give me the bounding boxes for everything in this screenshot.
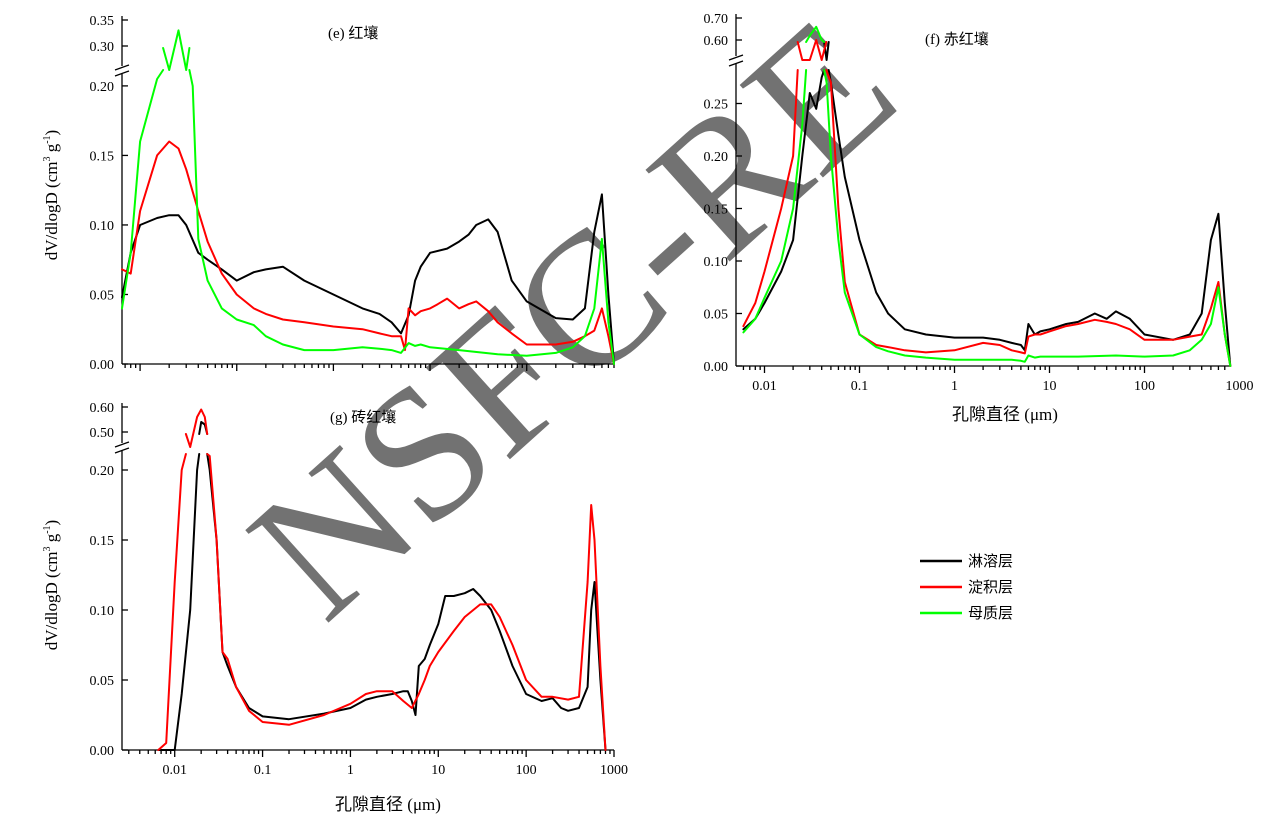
legend-label-leaching: 淋溶层 bbox=[968, 553, 1013, 570]
x-tick-label: 0.01 bbox=[752, 379, 777, 394]
legend: 淋溶层 淀积层 母质层 bbox=[920, 553, 1013, 622]
y-tick-label: 0.70 bbox=[704, 12, 729, 27]
y-tick-label: 0.60 bbox=[704, 34, 729, 49]
y-tick-label: 0.30 bbox=[90, 40, 115, 55]
panel-g-ylabel: dV/dlogD (cm3 g-1) bbox=[42, 520, 61, 650]
y-tick-label: 0.10 bbox=[90, 604, 115, 619]
panel-e-title: (e) 红壤 bbox=[328, 24, 378, 42]
watermark: NSFC-RE bbox=[212, 0, 933, 658]
x-tick-label: 1000 bbox=[600, 763, 628, 778]
panel-g-xlabel: 孔隙直径 (μm) bbox=[335, 795, 441, 814]
panel-g-series bbox=[157, 408, 607, 751]
y-tick-label: 0.20 bbox=[90, 464, 115, 479]
panel-e: (e) 红壤 dV/dlogD (cm3 g-1) 0.000.050.100.… bbox=[42, 14, 615, 373]
series-line-leaching bbox=[121, 193, 615, 365]
panel-f-xlabel: 孔隙直径 (μm) bbox=[952, 405, 1058, 424]
y-tick-label: 0.00 bbox=[90, 358, 115, 373]
legend-label-deposition: 淀积层 bbox=[968, 579, 1013, 596]
series-line-deposition bbox=[121, 140, 615, 365]
axis-break-mark bbox=[114, 441, 130, 448]
y-tick-label: 0.20 bbox=[90, 80, 115, 95]
axis-break-mark bbox=[728, 60, 744, 67]
y-tick-label: 0.15 bbox=[90, 149, 115, 164]
panel-f-series bbox=[742, 25, 1232, 367]
y-tick-label: 0.05 bbox=[704, 308, 729, 323]
x-tick-label: 1 bbox=[347, 763, 354, 778]
y-tick-label: 0.25 bbox=[704, 98, 729, 113]
x-tick-label: 0.1 bbox=[851, 379, 869, 394]
y-tick-label: 0.15 bbox=[90, 534, 115, 549]
y-tick-label: 0.05 bbox=[90, 288, 115, 303]
legend-label-parent: 母质层 bbox=[968, 605, 1013, 622]
x-tick-label: 10 bbox=[1043, 379, 1057, 394]
y-tick-label: 0.15 bbox=[704, 203, 729, 218]
panel-g-axes: 0.00 0.05 0.10 0.15 0.20 0.50 0.60 0.01 0.1 1 10 10… bbox=[90, 401, 629, 778]
panel-e-axes: 0.00 0.05 0.10 0.15 0.20 0.30 0.35 bbox=[90, 14, 615, 373]
x-tick-label: 100 bbox=[516, 763, 537, 778]
y-tick-label: 0.50 bbox=[90, 426, 115, 441]
panel-e-ylabel: dV/dlogD (cm3 g-1) bbox=[42, 130, 61, 260]
panel-g: (g) 砖红壤 dV/dlogD (cm3 g-1) 孔隙直径 (μm) 0.0… bbox=[42, 401, 628, 814]
axis-break-mark bbox=[114, 64, 130, 71]
y-tick-label: 0.10 bbox=[704, 255, 729, 270]
panel-f: (f) 赤红壤 孔隙直径 (μm) 0.000.050.100.150.200.… bbox=[704, 12, 1254, 424]
series-line-deposition bbox=[742, 39, 1232, 367]
axis-break-mark bbox=[114, 70, 130, 77]
x-tick-label: 1000 bbox=[1226, 379, 1254, 394]
series-line-parent bbox=[121, 29, 615, 365]
y-tick-label: 0.05 bbox=[90, 674, 115, 689]
axis-break-mark bbox=[728, 54, 744, 61]
series-line-parent bbox=[742, 25, 1232, 367]
y-tick-label: 0.35 bbox=[90, 14, 115, 29]
y-tick-label: 0.10 bbox=[90, 219, 115, 234]
y-tick-label: 0.60 bbox=[90, 401, 115, 416]
x-tick-label: 100 bbox=[1134, 379, 1155, 394]
y-tick-label: 0.00 bbox=[90, 744, 115, 759]
series-line-deposition bbox=[157, 408, 607, 751]
axis-break-mark bbox=[114, 447, 130, 454]
panel-e-series bbox=[121, 29, 615, 365]
panel-f-axes: 0.00 0.05 0.10 0.15 0.20 0.25 0.60 0.70 0.01 0.1 1… bbox=[704, 12, 1254, 394]
panel-g-title: (g) 砖红壤 bbox=[330, 408, 396, 426]
y-tick-label: 0.20 bbox=[704, 150, 729, 165]
x-tick-label: 0.1 bbox=[254, 763, 272, 778]
x-tick-label: 10 bbox=[431, 763, 445, 778]
panel-f-title: (f) 赤红壤 bbox=[925, 30, 989, 48]
x-tick-label: 1 bbox=[951, 379, 958, 394]
y-tick-label: 0.00 bbox=[704, 360, 729, 375]
x-tick-label: 0.01 bbox=[162, 763, 187, 778]
